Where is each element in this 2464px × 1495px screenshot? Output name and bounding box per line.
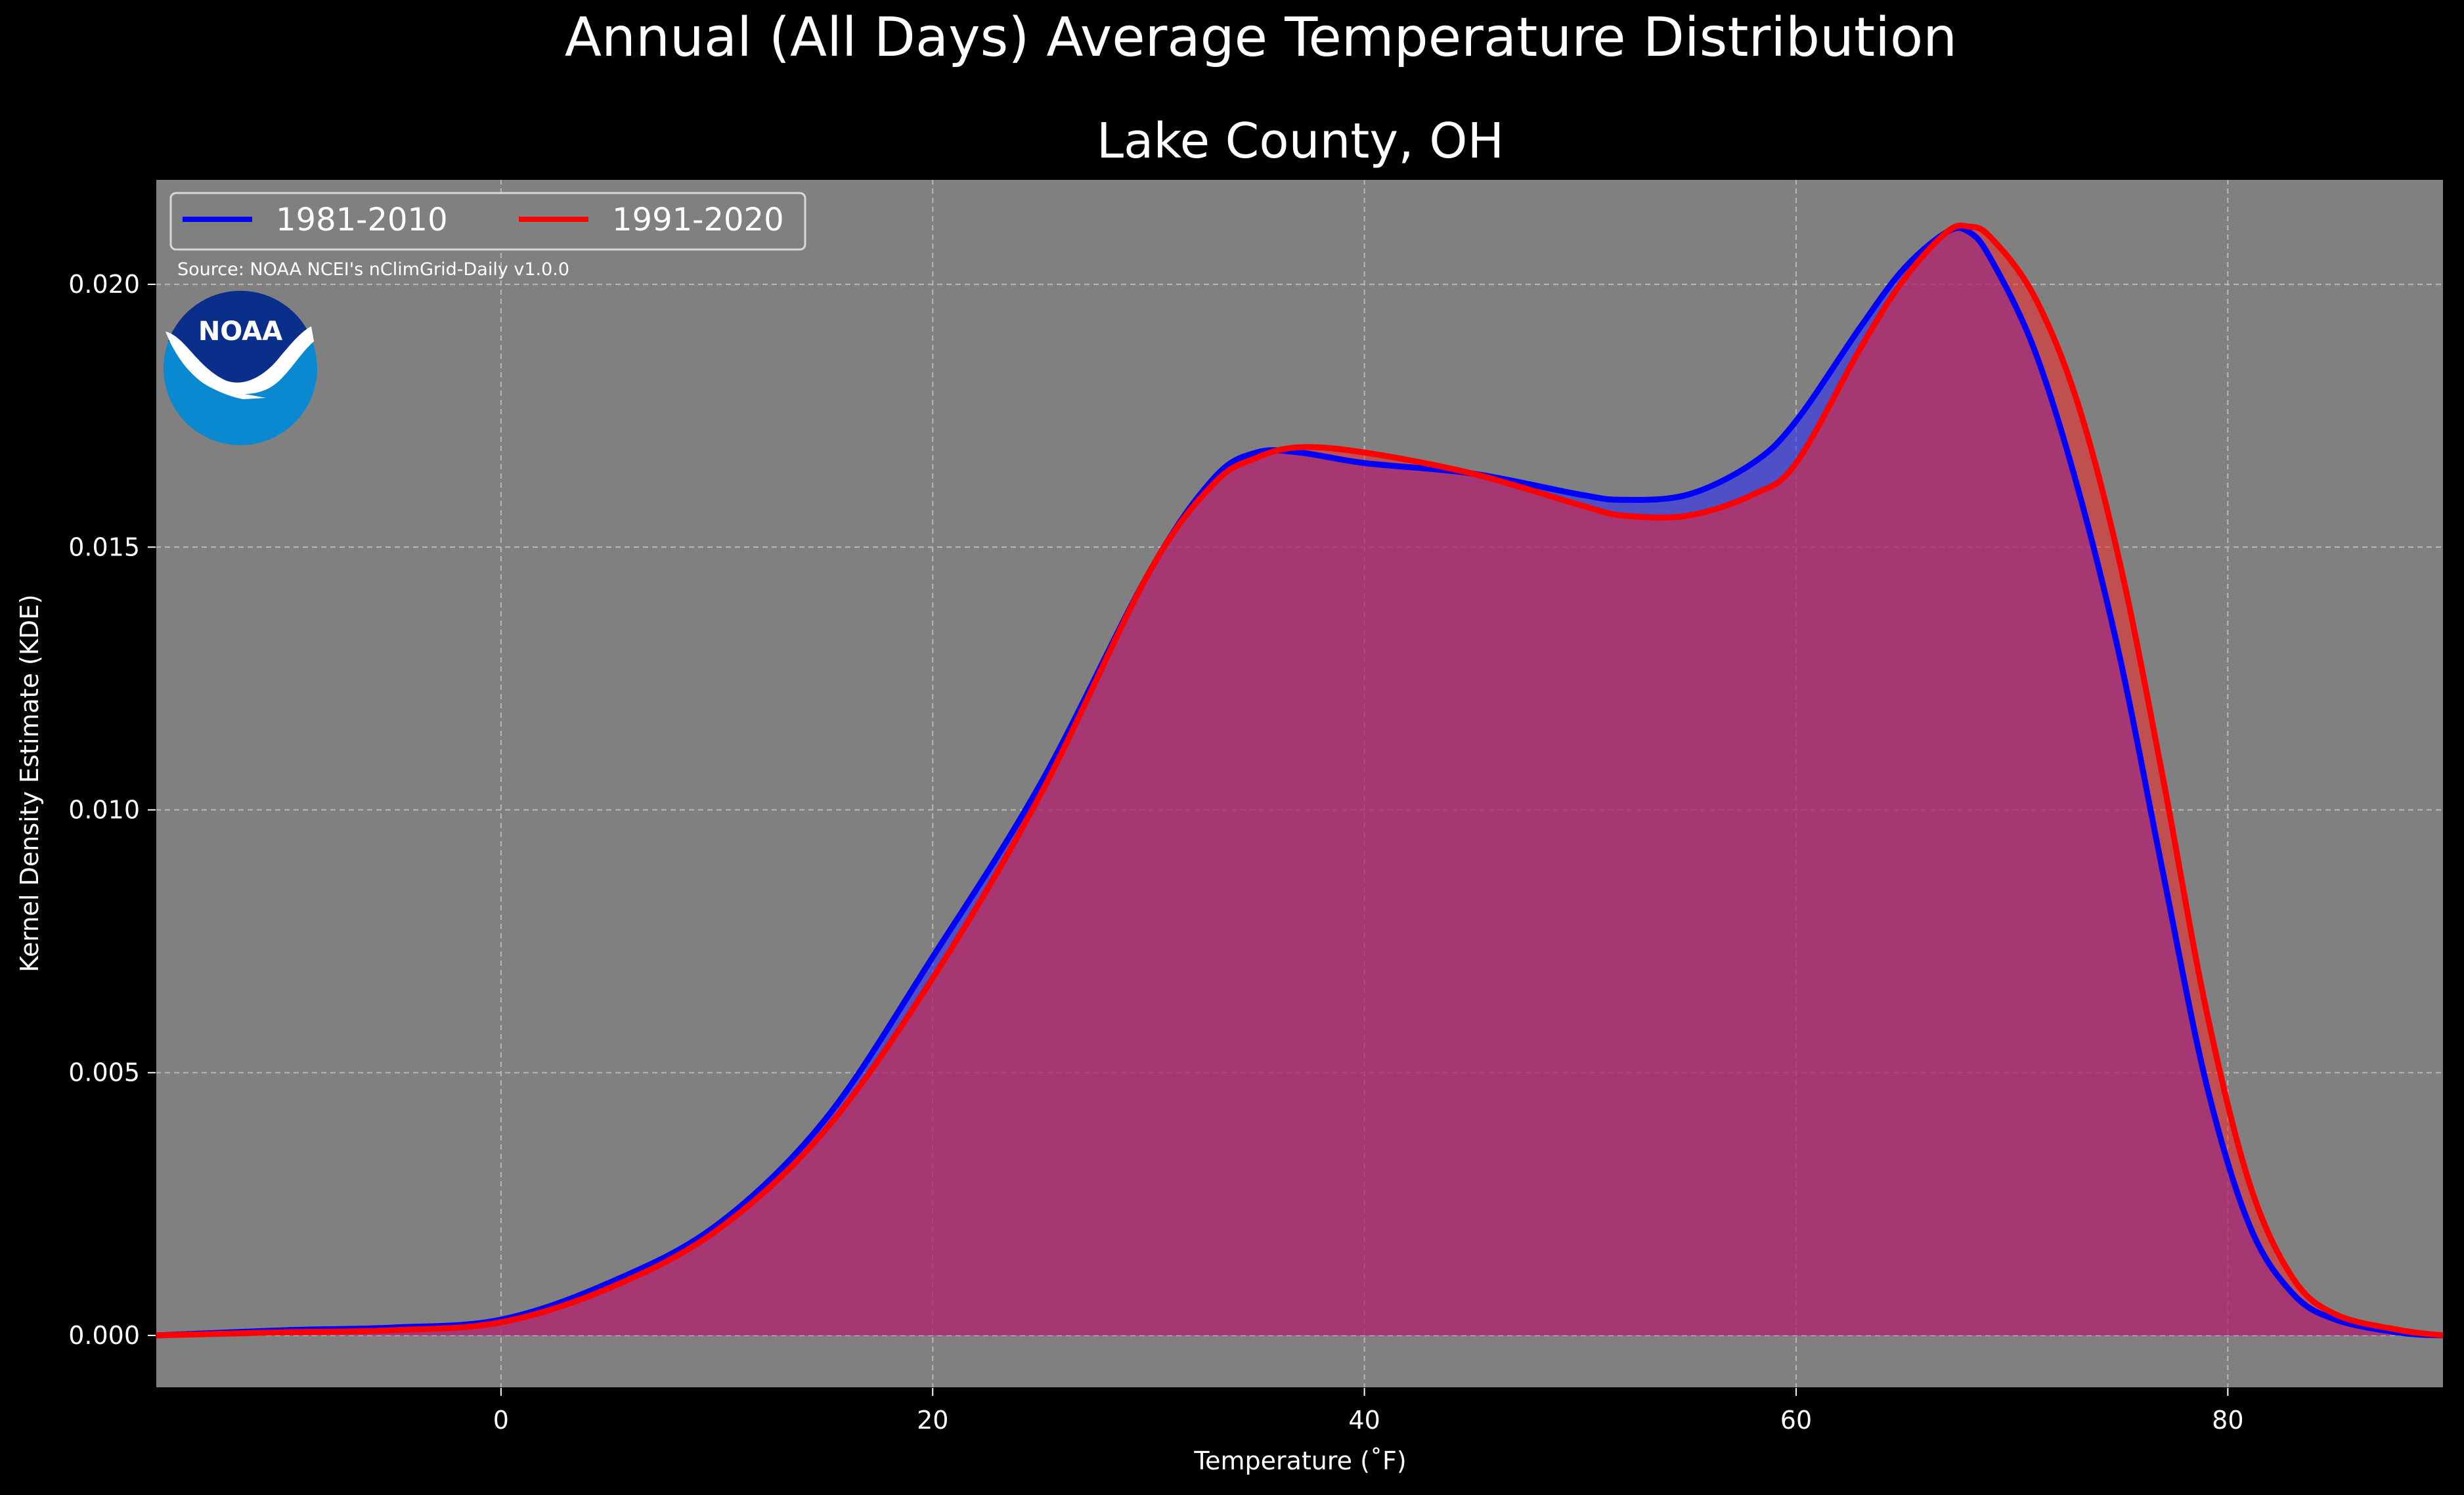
x-tick-label: 40	[1348, 1406, 1380, 1435]
x-tick-label: 0	[493, 1406, 509, 1435]
area-1991-2020	[156, 225, 2444, 1335]
x-tick-label: 80	[2212, 1406, 2243, 1435]
legend-label-1991-2020: 1991-2020	[612, 202, 784, 238]
y-axis-ticks: 0.000 0.005 0.010 0.015 0.020	[68, 270, 156, 1350]
x-tick-label: 20	[917, 1406, 948, 1435]
logo-gull	[165, 326, 314, 399]
logo-upper-half	[168, 290, 313, 384]
y-tick-label: 0.005	[68, 1058, 140, 1087]
plot-frame	[155, 179, 2444, 1389]
source-note: Source: NOAA NCEI's nClimGrid-Daily v1.0…	[177, 259, 569, 280]
legend-box	[169, 192, 806, 251]
line-1991-2020	[155, 222, 2444, 1339]
suptitle: Annual (All Days) Average Temperature Di…	[565, 7, 1957, 69]
legend-label-1981-2010: 1981-2010	[276, 202, 448, 238]
x-axis-ticks: 0 20 40 60 80	[493, 1388, 2244, 1435]
x-axis-label: Temperature (˚F)	[1193, 1446, 1406, 1475]
legend: 1981-2010 1991-2020	[169, 192, 806, 251]
y-tick-label: 0.015	[68, 532, 140, 561]
y-axis-label: Kernel Density Estimate (KDE)	[15, 594, 44, 972]
series-lines	[155, 222, 2444, 1339]
series-areas	[156, 225, 2444, 1335]
x-tick-label: 60	[1780, 1406, 1812, 1435]
logo-text: NOAA	[198, 316, 282, 347]
noaa-logo: NOAA	[164, 290, 317, 445]
y-tick-label: 0.000	[68, 1321, 140, 1350]
y-tick-label: 0.010	[68, 796, 140, 825]
y-tick-label: 0.020	[68, 270, 140, 299]
chart-title: Lake County, OH	[1097, 113, 1504, 169]
line-1981-2010	[155, 225, 2444, 1339]
